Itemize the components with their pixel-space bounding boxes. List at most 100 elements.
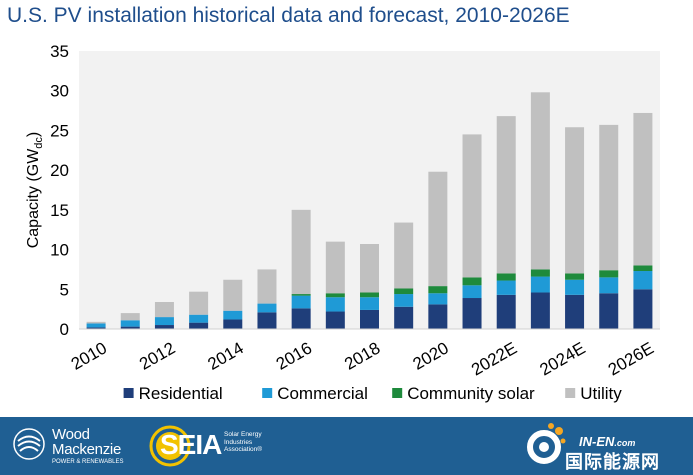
legend-swatch-utility bbox=[565, 388, 576, 398]
bar-segment-residential bbox=[120, 326, 140, 329]
bar-segment-utility bbox=[599, 124, 619, 271]
legend-label-community-solar: Community solar bbox=[407, 384, 535, 403]
seia-name: Solar Energy Industries Association® bbox=[224, 431, 262, 454]
x-tick-label: 2014 bbox=[205, 338, 247, 373]
y-axis-title: Capacity (GWdc) bbox=[25, 132, 45, 249]
wood-mackenzie-line2: Mackenzie bbox=[52, 441, 121, 458]
bar-segment-residential bbox=[189, 322, 209, 329]
y-tick-label: 35 bbox=[50, 42, 69, 61]
y-tick-label: 0 bbox=[60, 320, 69, 339]
wood-mackenzie-logo: Wood Mackenzie POWER & RENEWABLES bbox=[10, 417, 160, 475]
bar-segment-community-solar bbox=[325, 293, 345, 298]
bar-segment-commercial bbox=[530, 276, 550, 293]
bar-segment-residential bbox=[599, 293, 619, 329]
y-axis-title-subscript: dc bbox=[33, 137, 45, 149]
y-axis-title-main: Capacity (GW bbox=[25, 148, 42, 248]
seia-logo: SEIA Solar Energy Industries Association… bbox=[148, 417, 278, 475]
bar-segment-residential bbox=[394, 306, 414, 329]
bar-segment-commercial bbox=[462, 285, 482, 299]
y-axis-ticks: 0 5 10 15 20 25 30 35 bbox=[50, 42, 69, 339]
bar-segment-residential bbox=[496, 294, 516, 329]
legend-swatch-commercial bbox=[262, 388, 273, 398]
bar-segment-community-solar bbox=[496, 273, 516, 281]
legend-label-commercial: Commercial bbox=[277, 384, 368, 403]
x-tick-label: 2024E bbox=[536, 338, 588, 379]
bar-segment-commercial bbox=[86, 323, 106, 328]
legend-swatch-community-solar bbox=[392, 388, 403, 398]
y-tick-label: 25 bbox=[50, 121, 69, 140]
in-en-brand-suffix: .com bbox=[614, 438, 636, 448]
in-en-logo: IN-EN.com 国际能源网 bbox=[525, 417, 693, 475]
bar-segment-commercial bbox=[394, 294, 414, 307]
in-en-chinese-name: 国际能源网 bbox=[565, 452, 660, 473]
bar-segment-utility bbox=[189, 291, 209, 315]
seia-mark: SEIA bbox=[160, 429, 222, 460]
wood-mackenzie-mark-icon bbox=[13, 428, 45, 460]
bar-segment-commercial bbox=[428, 293, 448, 305]
bar-segment-commercial bbox=[360, 297, 379, 310]
chart-title: U.S. PV installation historical data and… bbox=[7, 4, 570, 27]
x-tick-label: 2012 bbox=[136, 338, 178, 373]
y-axis-title-close: ) bbox=[25, 132, 42, 137]
bar-segment-utility bbox=[154, 301, 174, 318]
bar-segment-community-solar bbox=[633, 265, 653, 272]
bar-segment-commercial bbox=[257, 303, 277, 313]
bar-segment-residential bbox=[530, 292, 550, 329]
bar-segment-residential bbox=[257, 312, 277, 329]
sun-icon bbox=[149, 425, 191, 467]
legend-label-utility: Utility bbox=[580, 384, 622, 403]
wood-mackenzie-tagline: POWER & RENEWABLES bbox=[52, 459, 124, 465]
bar-segment-community-solar bbox=[530, 269, 550, 277]
in-en-brand-name: IN-EN bbox=[579, 434, 615, 449]
y-tick-label: 10 bbox=[50, 241, 69, 260]
bar-segment-commercial bbox=[291, 295, 311, 309]
bar-segment-residential bbox=[565, 294, 585, 329]
bar-segment-residential bbox=[633, 289, 653, 329]
bar-segment-utility bbox=[394, 222, 414, 289]
y-tick-label: 5 bbox=[60, 280, 69, 299]
bar-segment-commercial bbox=[325, 297, 345, 312]
y-tick-label: 30 bbox=[50, 82, 69, 101]
bar-segment-utility bbox=[360, 244, 379, 293]
bar-segment-utility bbox=[462, 134, 482, 278]
x-tick-label: 2016 bbox=[273, 338, 315, 373]
x-tick-label: 2018 bbox=[341, 338, 383, 373]
bar-segment-community-solar bbox=[599, 270, 619, 278]
footer-bar: Wood Mackenzie POWER & RENEWABLES SEIA S… bbox=[0, 417, 693, 475]
seia-name-line2: Industries bbox=[224, 438, 253, 446]
bar-segment-utility bbox=[257, 269, 277, 304]
x-tick-label: 2022E bbox=[468, 338, 520, 379]
bar-segment-community-solar bbox=[428, 286, 448, 294]
bar-segment-utility bbox=[86, 321, 106, 324]
bar-segment-commercial bbox=[599, 277, 619, 294]
bar-segment-utility bbox=[633, 112, 653, 266]
bar-segment-residential bbox=[86, 327, 106, 329]
bar-segment-community-solar bbox=[394, 288, 414, 295]
bar-segment-commercial bbox=[223, 310, 243, 320]
legend-label-residential: Residential bbox=[139, 384, 223, 403]
seia-name-line1: Solar Energy bbox=[224, 431, 262, 438]
bar-segment-residential bbox=[154, 325, 174, 329]
bar-segment-commercial bbox=[565, 279, 585, 295]
x-tick-label: 2020 bbox=[410, 338, 452, 373]
bar-segment-community-solar bbox=[360, 292, 379, 298]
x-tick-label: 2026E bbox=[605, 338, 657, 379]
bar-segment-utility bbox=[530, 92, 550, 270]
bar-segment-commercial bbox=[154, 317, 174, 326]
in-en-brand: IN-EN.com bbox=[579, 434, 635, 449]
wood-mackenzie-line1: Wood bbox=[52, 426, 90, 443]
in-en-mark-icon bbox=[527, 423, 566, 464]
bar-segment-utility bbox=[291, 209, 311, 295]
bar-segment-community-solar bbox=[565, 273, 585, 280]
bar-segment-residential bbox=[428, 304, 448, 329]
bar-segment-residential bbox=[360, 309, 379, 329]
bar-segment-utility bbox=[223, 279, 243, 311]
wood-mackenzie-wordmark: Wood Mackenzie bbox=[52, 427, 121, 457]
bar-segment-utility bbox=[496, 116, 516, 274]
bar-segment-utility bbox=[325, 241, 345, 294]
bar-segment-commercial bbox=[496, 280, 516, 295]
bar-segment-residential bbox=[223, 319, 243, 329]
bar-segment-community-solar bbox=[291, 294, 311, 296]
bar-segment-commercial bbox=[120, 320, 140, 327]
